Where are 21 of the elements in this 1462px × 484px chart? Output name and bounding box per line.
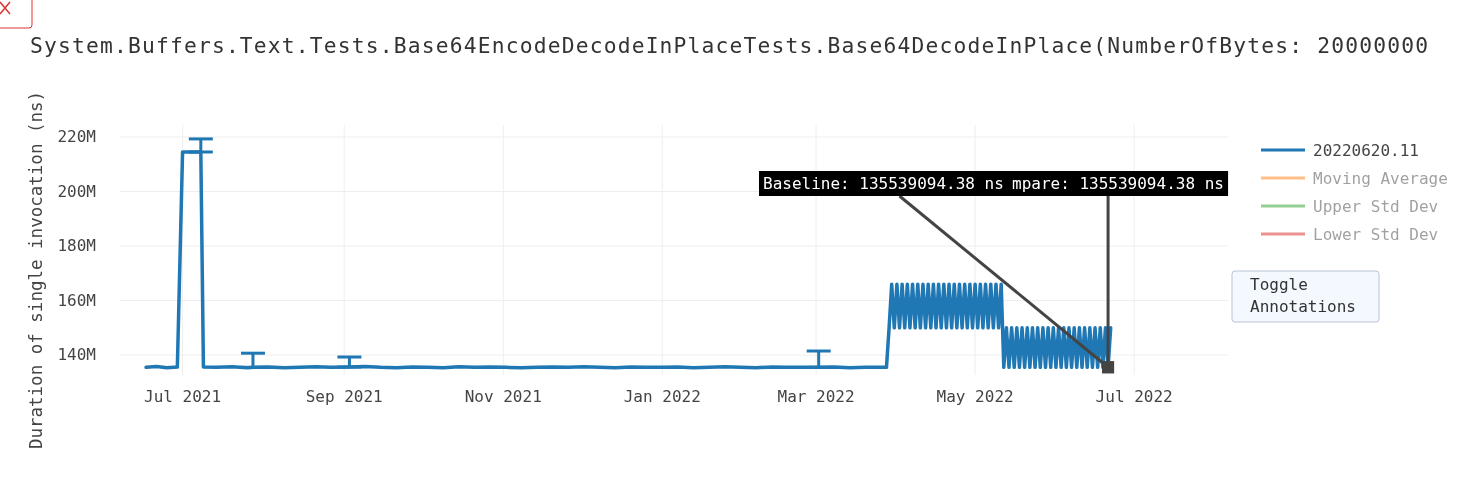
- annotation: mpare: 135539094.38 ns: [1012, 174, 1224, 193]
- y-tick-label: 200M: [57, 181, 96, 201]
- legend-label: Lower Std Dev: [1313, 225, 1439, 244]
- chart-title: System.Buffers.Text.Tests.Base64EncodeDecodeInPlaceTests.Base64DecodeInPlace(NumberOfBytes: 20000000: [30, 33, 1428, 58]
- x-tick-label: May 2022: [936, 387, 1014, 406]
- x-tick-label: Jul 2021: [144, 387, 222, 406]
- x-tick-label: Mar 2022: [777, 387, 855, 406]
- y-tick-label: 180M: [57, 236, 96, 256]
- legend-label: Moving Average: [1313, 169, 1448, 188]
- y-tick-label: 220M: [57, 127, 96, 146]
- y-tick-label: 140M: [57, 345, 96, 365]
- x-tick-label: Jan 2022: [623, 387, 701, 406]
- y-tick-label: 160M: [57, 290, 96, 310]
- legend-label: 20220620.11: [1313, 141, 1419, 160]
- legend-label: Upper Std Dev: [1313, 197, 1439, 216]
- x-tick-label: Nov 2021: [464, 387, 542, 406]
- text: Toggle Annotations: [1250, 275, 1356, 316]
- y-axis-title: Duration of single invocation (ns): [26, 90, 46, 450]
- x-tick-label: Jul 2022: [1095, 387, 1173, 406]
- x-tick-label: Sep 2021: [305, 387, 383, 406]
- annotation: Baseline: 135539094.38 ns: [763, 174, 1004, 193]
